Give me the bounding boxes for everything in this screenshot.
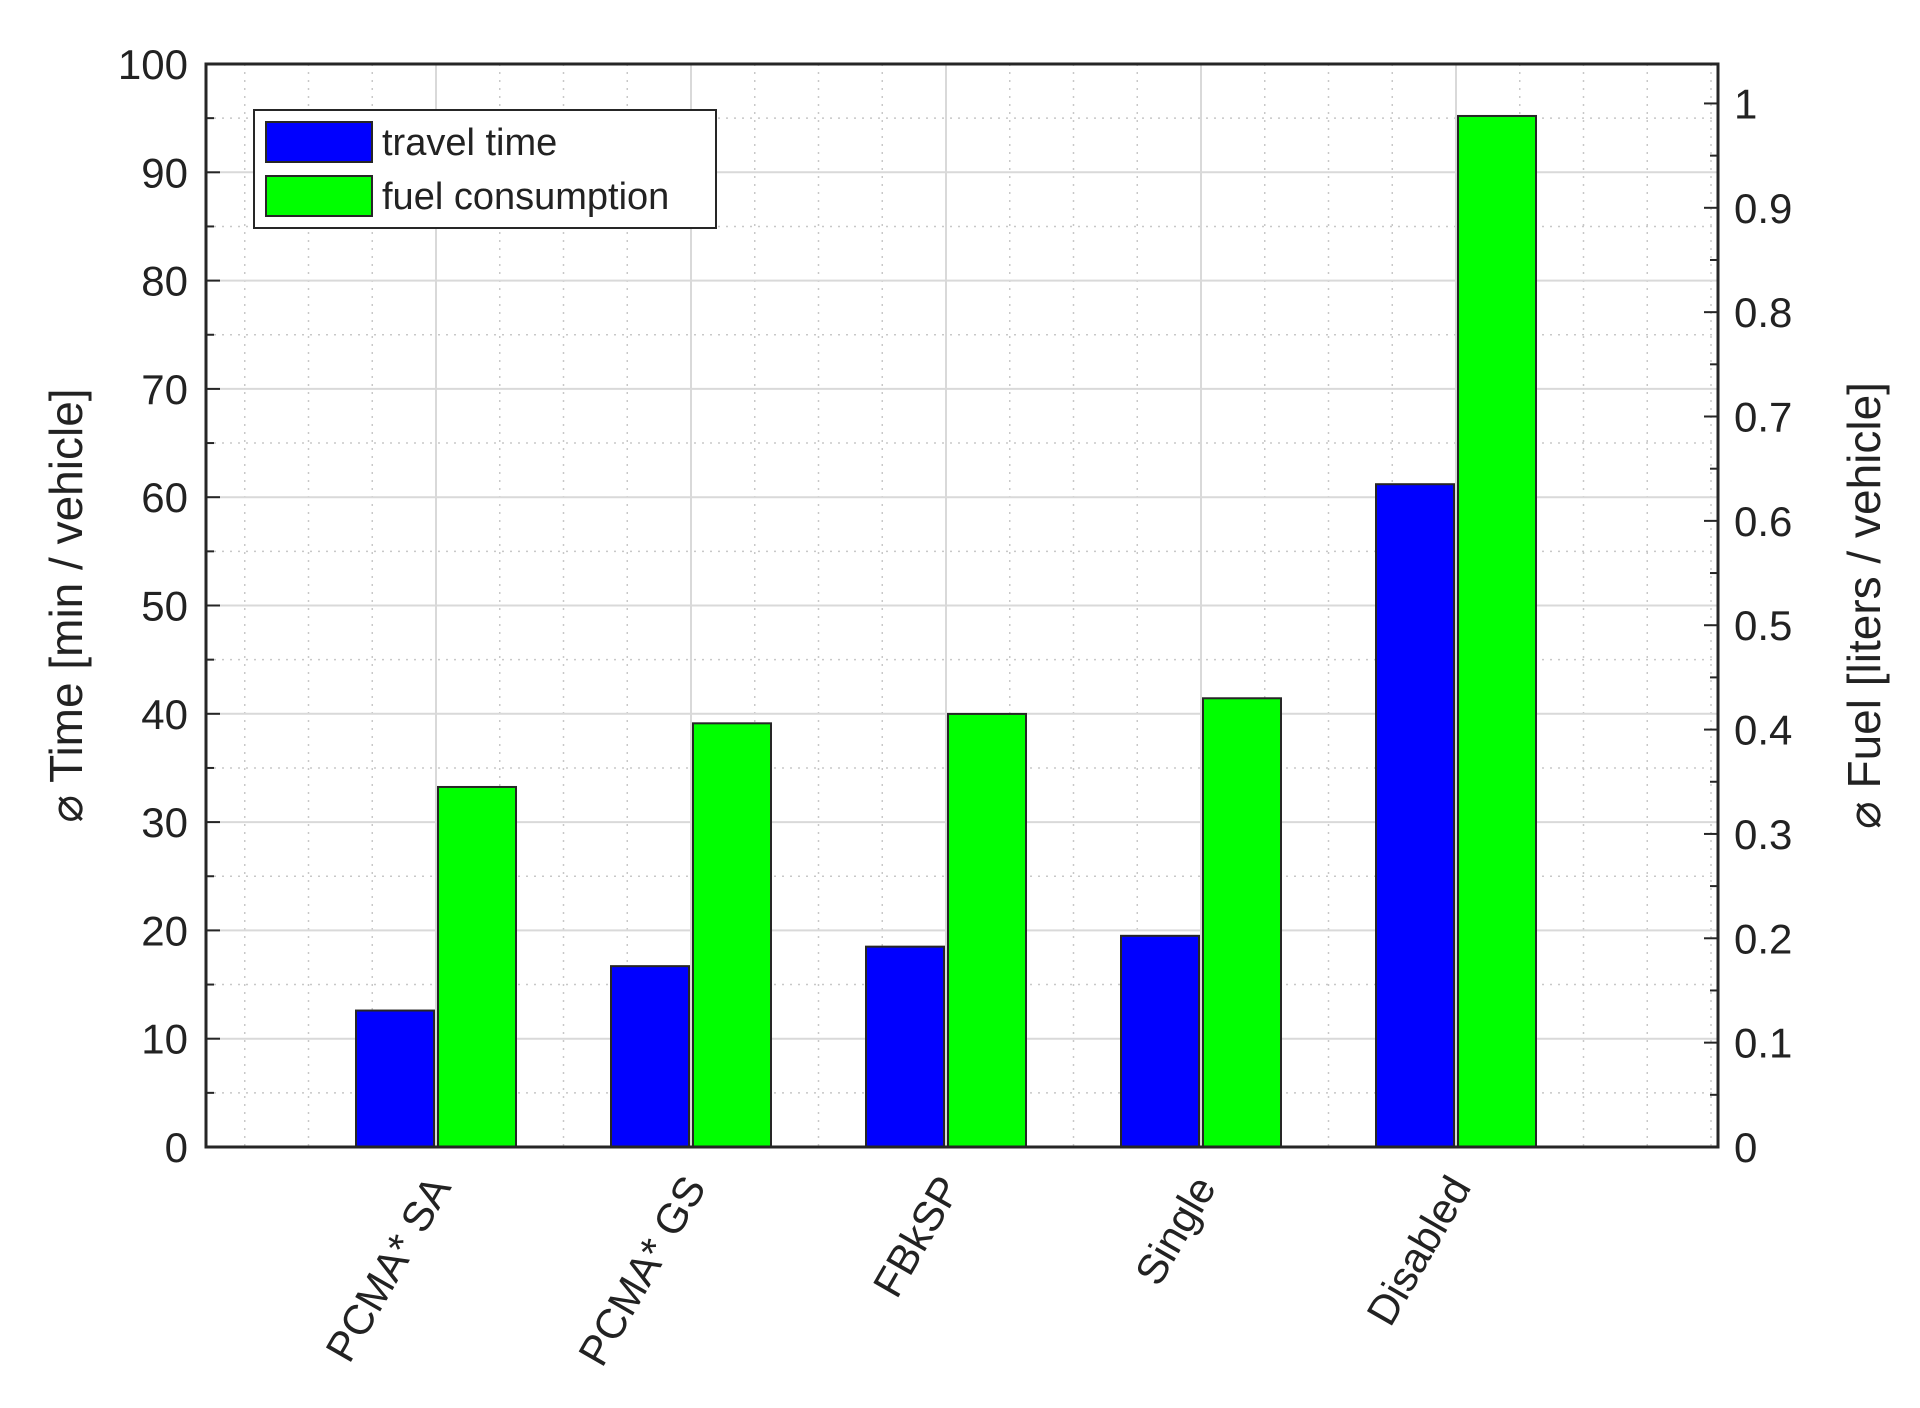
bar-fuel-consumption-0: [437, 785, 517, 1149]
y-tick-label-right: 0.6: [1734, 498, 1792, 545]
axis-ticks: 0 10 20 30 40 50 60 70 80 90 100 0 0.1 0.2 0.3 0.4 0.5 0.…: [118, 41, 1792, 1373]
legend-label-fuel-consumption: fuel consumption: [382, 176, 669, 218]
x-tick-label: Single: [1126, 1168, 1225, 1293]
y-tick-label-right: 0.2: [1734, 915, 1792, 962]
bar-fuel-consumption-3: [1202, 697, 1282, 1148]
y-tick-label-left: 70: [141, 366, 188, 413]
y-tick-label-left: 50: [141, 583, 188, 630]
legend: travel time fuel consumption: [253, 109, 717, 229]
y-tick-label-right: 0.8: [1734, 289, 1792, 336]
y-tick-label-left: 100: [118, 41, 188, 88]
legend-swatch-fuel-consumption: [265, 175, 373, 217]
y-tick-label-right: 0.4: [1734, 707, 1792, 754]
grid: [206, 64, 1718, 1147]
y-tick-label-left: 40: [141, 691, 188, 738]
y-tick-label-left: 80: [141, 258, 188, 305]
y-tick-label-left: 60: [141, 474, 188, 521]
bars: [355, 114, 1537, 1149]
x-tick-label: PCMA* GS: [569, 1168, 715, 1373]
x-tick-label: PCMA* SA: [316, 1168, 459, 1369]
bar-fuel-consumption-4: [1457, 114, 1537, 1148]
y-axis-label-left: ⌀ Time [min / vehicle]: [40, 388, 92, 822]
x-tick-label: Disabled: [1357, 1168, 1479, 1333]
y-tick-label-left: 10: [141, 1016, 188, 1063]
y-tick-label-left: 0: [165, 1124, 188, 1171]
y-tick-label-left: 90: [141, 149, 188, 196]
bar-travel-time-0: [355, 1009, 435, 1148]
legend-label-travel-time: travel time: [382, 122, 557, 164]
y-tick-label-right: 0.5: [1734, 602, 1792, 649]
bar-travel-time-3: [1120, 934, 1200, 1148]
x-tick-label: FBkSP: [864, 1168, 970, 1305]
bar-fuel-consumption-1: [692, 722, 772, 1148]
y-tick-label-left: 20: [141, 907, 188, 954]
y-axis-label-right: ⌀ Fuel [liters / vehicle]: [1838, 382, 1890, 829]
y-tick-label-left: 30: [141, 799, 188, 846]
bar-travel-time-2: [865, 945, 945, 1149]
y-tick-label-right: 1: [1734, 80, 1757, 127]
y-tick-label-right: 0.9: [1734, 185, 1792, 232]
y-tick-label-right: 0.7: [1734, 394, 1792, 441]
bar-travel-time-4: [1375, 483, 1455, 1149]
y-tick-label-right: 0: [1734, 1124, 1757, 1171]
legend-swatch-travel-time: [265, 121, 373, 163]
bar-travel-time-1: [610, 965, 690, 1148]
bar-fuel-consumption-2: [947, 712, 1027, 1148]
y-tick-label-right: 0.1: [1734, 1020, 1792, 1067]
y-tick-label-right: 0.3: [1734, 811, 1792, 858]
